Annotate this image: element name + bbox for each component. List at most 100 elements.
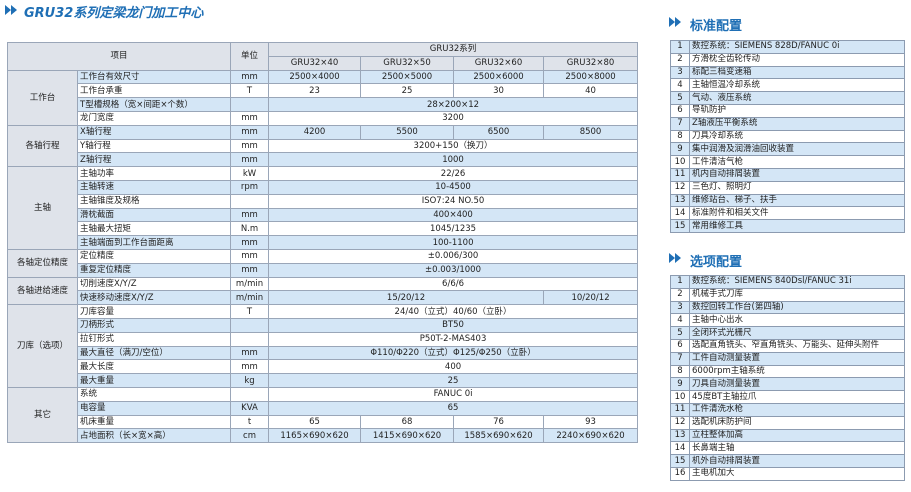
unit-cell: mm	[230, 359, 270, 375]
item-text: 全闭环式光栅尺	[689, 326, 905, 340]
value-cell: 3200+150（换刀）	[268, 138, 639, 154]
list-row: 11 机内自动排屑装置	[670, 167, 905, 182]
unit-cell: T	[230, 83, 270, 99]
value-cell: ±0.003/1000	[268, 262, 639, 278]
value-cell: 1000	[268, 152, 639, 168]
options-list: 1 数控系统：SIEMENS 840Dsl/FANUC 31i 2 机械手式刀库 3 数控…	[670, 275, 905, 481]
unit-cell: mm	[230, 345, 270, 361]
item-text: 维修站台、梯子、扶手	[689, 193, 905, 208]
list-row: 15 机外自动排屑装置	[670, 454, 905, 468]
value-cell: 2500×4000	[268, 69, 362, 85]
value-cell: 400×400	[268, 207, 639, 223]
item-number: 4	[670, 313, 690, 328]
group-cell: 各轴行程	[7, 124, 78, 168]
label-cell: T型槽规格（宽×间距×个数）	[76, 97, 232, 112]
spec-row: 快速移动速度X/Y/Z m/min 15/20/12 10/20/12	[8, 290, 639, 306]
value-cell: 2500×6000	[453, 69, 545, 85]
item-number: 12	[670, 180, 690, 195]
item-text: 主电机加大	[689, 466, 905, 481]
header-cell: 项目	[6, 42, 232, 71]
value-cell: 22/26	[268, 166, 639, 181]
list-row: 1 数控系统：SIEMENS 840Dsl/FANUC 31i	[670, 275, 905, 289]
group-cell: 工作台	[7, 69, 78, 126]
label-cell: 工作台承重	[76, 83, 232, 99]
item-number: 2	[670, 52, 690, 67]
label-cell: 龙门宽度	[76, 110, 232, 126]
unit-cell	[230, 97, 270, 112]
section-icon	[669, 253, 681, 263]
item-text: 数控系统：SIEMENS 840Dsl/FANUC 31i	[689, 275, 905, 289]
list-row: 8 6000rpm主轴系统	[670, 364, 905, 379]
group-cell: 各轴定位精度	[7, 248, 78, 278]
value-cell: 1165×690×620	[268, 428, 362, 444]
spec-row: 各轴行程 X轴行程 mm 4200 5500 6500 8500	[7, 124, 639, 168]
item-number: 13	[670, 193, 690, 208]
unit-cell: m/min	[230, 290, 270, 306]
label-cell: 系统	[76, 386, 232, 402]
label-cell: 主轴功率	[76, 166, 232, 181]
spec-row: 滑枕截面 mm 400×400	[8, 207, 639, 223]
item-text: 数控回转工作台(第四轴)	[689, 300, 905, 315]
item-text: 工件清洗水枪	[689, 402, 905, 417]
item-number: 4	[670, 78, 690, 93]
item-text: 刀具自动测量装置	[689, 377, 905, 392]
label-cell: 占地面积（长×宽×高）	[76, 428, 232, 444]
value-cell: P50T-2-MAS403	[268, 331, 639, 347]
unit-cell: mm	[230, 138, 270, 154]
item-number: 3	[670, 300, 690, 315]
value-cell: 10/20/12	[543, 290, 639, 306]
item-number: 11	[670, 167, 690, 182]
item-text: 标配三档变速箱	[689, 65, 905, 80]
spec-row: 最大重量 kg 25	[8, 373, 639, 388]
label-cell: 切削速度X/Y/Z	[76, 276, 232, 292]
value-cell: 30	[453, 83, 545, 99]
value-cell: ±0.006/300	[268, 248, 639, 264]
item-text: 立柱整体加高	[689, 428, 905, 443]
item-number: 8	[670, 364, 690, 379]
item-number: 5	[670, 91, 690, 105]
value-cell: 100-1100	[268, 235, 639, 250]
value-cell: 2500×8000	[543, 69, 639, 85]
value-cell: FANUC 0i	[268, 386, 639, 402]
list-row: 7 Z轴液压平衡系统	[670, 116, 905, 131]
section-icon	[669, 17, 681, 27]
unit-cell: KVA	[230, 400, 270, 416]
list-row: 3 数控回转工作台(第四轴)	[670, 300, 905, 315]
value-cell: 76	[453, 414, 545, 430]
spec-row: 其它 系统 FANUC 0i	[7, 386, 639, 444]
label-cell: 最大重量	[76, 373, 232, 388]
item-number: 14	[670, 206, 690, 221]
spec-row: 机床重量 t 65 68 76 93	[8, 414, 639, 430]
value-cell: ISO7:24 NO.50	[268, 193, 639, 209]
value-cell: 2500×5000	[360, 69, 455, 85]
label-cell: 主轴最大扭矩	[76, 221, 232, 237]
value-cell: 1415×690×620	[360, 428, 455, 444]
item-number: 10	[670, 155, 690, 169]
unit-cell	[230, 331, 270, 347]
list-row: 13 立柱整体加高	[670, 428, 905, 443]
unit-cell: kW	[230, 166, 270, 181]
item-text: 主轴恒温冷却系统	[689, 78, 905, 93]
spec-row: 各轴定位精度 定位精度 mm ±0.006/300	[7, 248, 639, 278]
value-cell: 65	[268, 400, 639, 416]
item-text: 主轴中心出水	[689, 313, 905, 328]
item-text: 常用维修工具	[689, 219, 905, 233]
spec-row: T型槽规格（宽×间距×个数） 28×200×12	[8, 97, 639, 112]
item-number: 9	[670, 142, 690, 157]
item-number: 1	[670, 275, 690, 289]
item-number: 10	[670, 390, 690, 404]
label-cell: 主轴转速	[76, 179, 232, 195]
unit-cell: mm	[230, 235, 270, 250]
list-row: 10 工件清洁气枪	[670, 155, 905, 169]
unit-cell: N.m	[230, 221, 270, 237]
item-text: 三色灯、照明灯	[689, 180, 905, 195]
item-text: 选配直角铣头、窄直角铣头、万能头、延伸头附件	[689, 338, 905, 353]
label-cell: 工作台有效尺寸	[76, 69, 232, 85]
unit-cell	[230, 386, 270, 402]
item-number: 15	[670, 219, 690, 233]
value-cell: 10-4500	[268, 179, 639, 195]
value-cell: 1045/1235	[268, 221, 639, 237]
value-cell: 15/20/12	[268, 290, 545, 306]
unit-cell	[230, 193, 270, 209]
